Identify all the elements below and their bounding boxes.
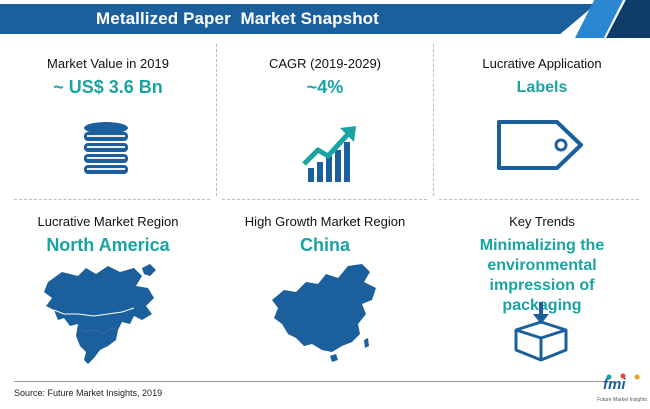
divider-horizontal <box>222 199 427 200</box>
market-value-label: Market Value in 2019 <box>47 56 169 71</box>
china-map-icon <box>272 264 376 362</box>
application-label: Lucrative Application <box>482 56 602 71</box>
market-region-label: Lucrative Market Region <box>37 214 179 229</box>
key-trends-label: Key Trends <box>509 214 575 229</box>
application-value: Labels <box>516 79 568 96</box>
footer-line <box>14 381 604 382</box>
divider-horizontal <box>14 199 210 200</box>
divider-vertical <box>433 44 434 196</box>
logo-text: fmi <box>603 376 626 393</box>
market-region-value: North America <box>46 235 170 255</box>
growth-region-value: China <box>299 235 350 255</box>
north-america-map-icon <box>44 264 156 364</box>
application-card: Lucrative Application Labels <box>434 56 650 98</box>
market-value: ~ US$ 3.6 Bn <box>53 77 163 97</box>
divider-horizontal <box>439 199 639 200</box>
growth-region-card: High Growth Market Region China <box>217 214 433 256</box>
page-title: Metallized Paper Market Snapshot <box>96 9 379 28</box>
growth-chart-icon <box>302 126 356 182</box>
header-bar <box>0 4 596 34</box>
cagr-label: CAGR (2019-2029) <box>269 56 381 71</box>
source-note: Source: Future Market Insights, 2019 <box>14 388 163 398</box>
header-banner: Metallized Paper Market Snapshot <box>0 0 650 38</box>
market-region-card: Lucrative Market Region North America <box>0 214 216 256</box>
divider-vertical <box>216 44 217 196</box>
package-box-icon <box>514 302 568 362</box>
logo-subtitle: Future Market Insights <box>597 397 647 403</box>
market-value-card: Market Value in 2019 ~ US$ 3.6 Bn <box>0 56 216 98</box>
label-tag-icon <box>497 120 583 170</box>
growth-region-label: High Growth Market Region <box>244 214 406 229</box>
cagr-card: CAGR (2019-2029) ~4% <box>217 56 433 98</box>
coins-stack-icon <box>84 122 128 174</box>
cagr-value: ~4% <box>306 77 344 97</box>
fmi-logo <box>606 373 640 380</box>
